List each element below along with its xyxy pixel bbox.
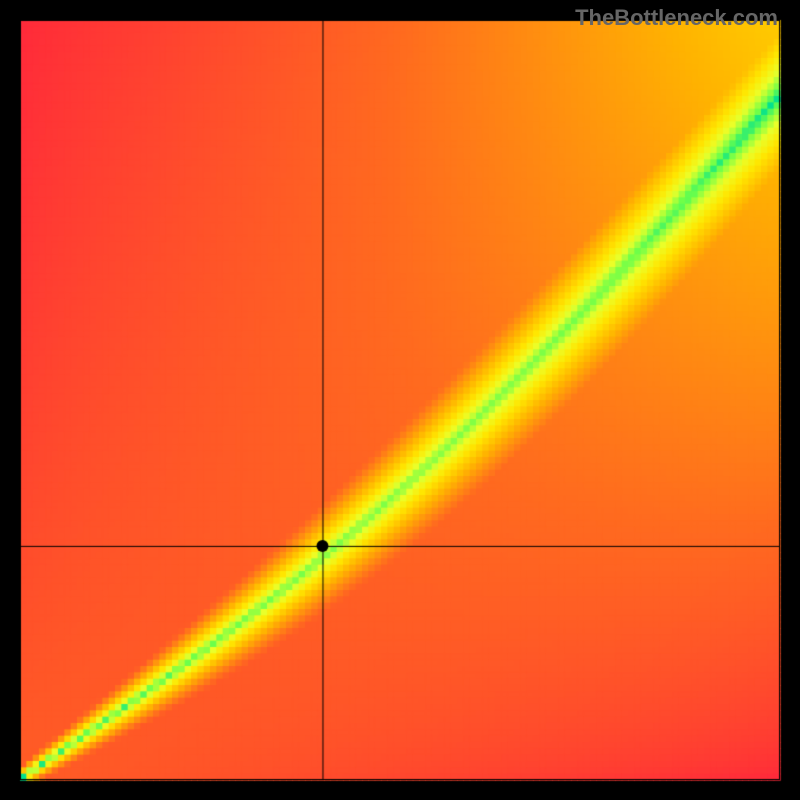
- bottleneck-heatmap-canvas: [0, 0, 800, 800]
- chart-container: TheBottleneck.com: [0, 0, 800, 800]
